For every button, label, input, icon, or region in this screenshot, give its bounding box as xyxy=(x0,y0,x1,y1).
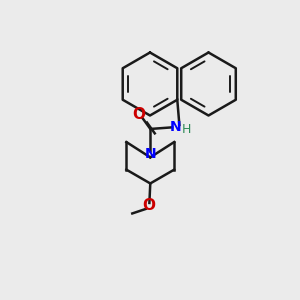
Text: N: N xyxy=(170,120,182,134)
Text: O: O xyxy=(142,199,155,214)
Text: N: N xyxy=(145,147,156,161)
Text: H: H xyxy=(182,123,191,136)
Text: O: O xyxy=(132,107,146,122)
